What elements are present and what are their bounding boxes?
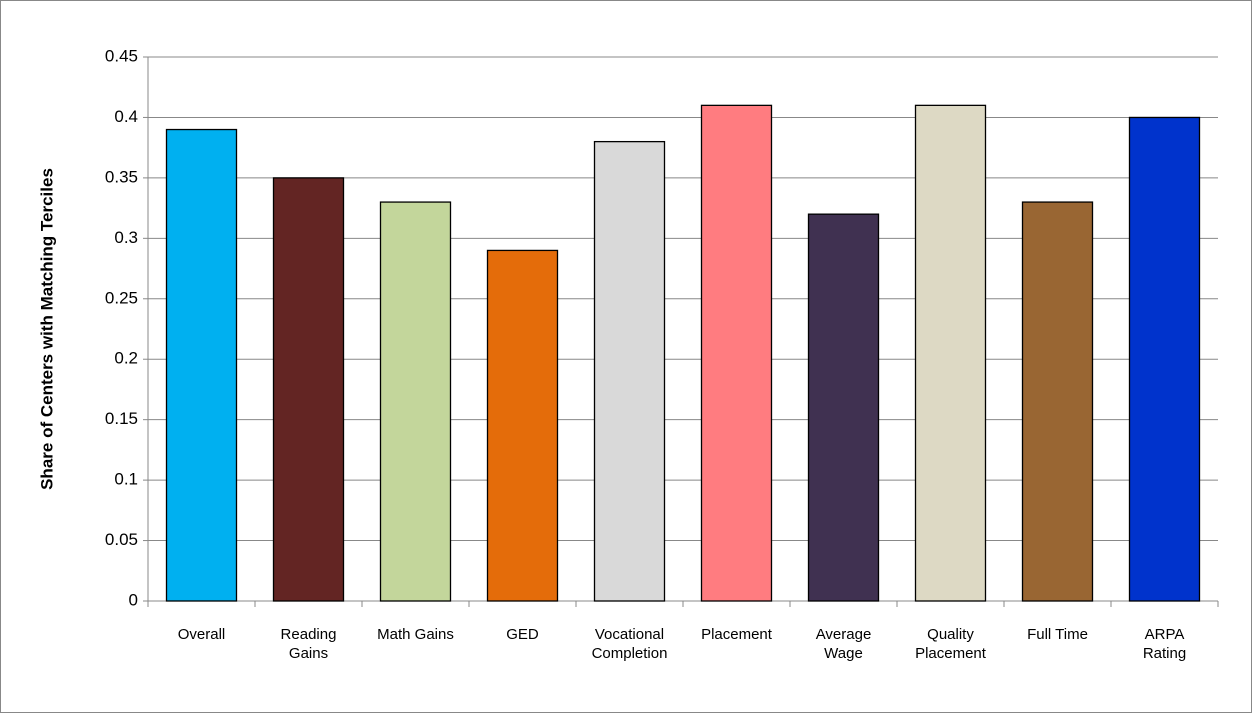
bar — [165, 128, 238, 602]
x-tick-label: Quality Placement — [915, 626, 987, 662]
y-tick-label: 0.05 — [105, 530, 138, 549]
y-tick-label: 0.15 — [105, 409, 138, 428]
x-tick-label: ARPA Rating — [1143, 626, 1186, 662]
y-axis-label: Share of Centers with Matching Terciles — [37, 168, 56, 490]
bar — [1128, 116, 1201, 602]
x-tick-label: Full Time — [1027, 626, 1088, 643]
x-tick-label: Overall — [178, 626, 226, 643]
bar — [486, 249, 559, 602]
bar — [914, 104, 987, 602]
x-tick-label: Average Wage — [816, 626, 872, 662]
bar — [700, 104, 773, 602]
x-tick-label: Reading Gains — [281, 626, 337, 662]
x-tick-label: GED — [506, 626, 539, 643]
y-tick-label: 0.2 — [114, 349, 138, 368]
x-tick-label: Math Gains — [377, 626, 454, 643]
bar — [593, 140, 666, 602]
y-tick-label: 0.45 — [105, 46, 138, 65]
bar — [379, 201, 452, 602]
y-tick-label: 0 — [129, 590, 138, 609]
y-tick-label: 0.25 — [105, 288, 138, 307]
x-tick-label: Placement — [701, 626, 773, 643]
bar — [1021, 201, 1094, 602]
x-tick-label: Vocational Completion — [592, 626, 668, 662]
bar — [807, 213, 880, 602]
y-tick-label: 0.1 — [114, 470, 138, 489]
bar — [272, 177, 345, 602]
y-tick-label: 0.3 — [114, 228, 138, 247]
y-tick-label: 0.4 — [114, 107, 138, 126]
y-tick-label: 0.35 — [105, 167, 138, 186]
